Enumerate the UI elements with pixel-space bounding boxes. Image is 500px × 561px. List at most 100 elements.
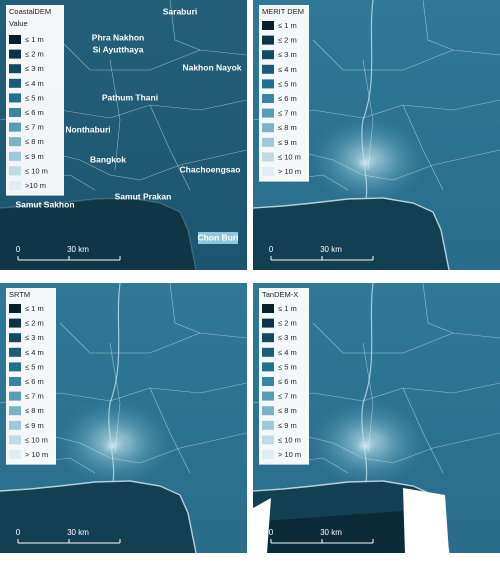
legend-label: > 10 m [25,450,48,459]
legend-label: ≤ 9 m [25,421,44,430]
province-border [402,387,444,474]
legend-label: ≤ 10 m [25,166,48,175]
nodata-white [403,488,449,553]
map-panel: SRTM ≤ 1 m ≤ 2 m ≤ 3 m ≤ 4 m ≤ 5 m ≤ 6 m ≤ 7 m ≤… [0,283,247,553]
legend-swatch [9,108,21,117]
legend-swatch [262,420,274,430]
urban-core [347,149,383,177]
scale-label: 0 [269,528,274,537]
legend-swatch [262,152,274,162]
legend-swatch [9,64,21,74]
legend-label: ≤ 5 m [25,93,44,102]
legend-swatch [262,318,274,328]
map-panel: MERIT DEM ≤ 1 m ≤ 2 m ≤ 3 m ≤ 4 m ≤ 5 m ≤ 6 m ≤… [253,0,500,270]
legend-swatch [262,167,274,176]
legend-swatch [262,137,274,147]
legend-swatch [9,391,21,401]
place-label: Samut Prakan [115,191,172,201]
legend-swatch [262,108,274,118]
sea [0,198,196,270]
legend-label: ≤ 7 m [278,109,297,118]
province-border [109,342,121,454]
legend-label: ≤ 3 m [25,333,44,342]
legend-swatch [262,21,274,30]
legend-label: ≤ 1 m [278,21,297,30]
scale-label: 30 km [67,245,89,254]
province-border [292,432,500,464]
label-bg [198,232,238,244]
urban-core [94,432,130,460]
legend-swatch [9,420,21,430]
legend-swatch [9,347,21,357]
legend-box [259,5,309,182]
province-border [59,322,201,354]
map-panel: CoastalDEM Value ≤ 1 m ≤ 2 m ≤ 3 m ≤ 4 m ≤ 5 m… [0,0,247,270]
legend-swatch [262,304,274,313]
legend-swatch [9,181,21,190]
legend-box [6,288,56,465]
legend-swatch [9,122,21,132]
legend-label: ≤ 3 m [25,64,44,73]
legend-swatch [9,406,21,416]
legend-swatch [9,377,21,386]
legend-label: >10 m [25,181,46,190]
province-border [59,39,201,71]
legend-label: ≤ 1 m [278,304,297,313]
place-label: Pathum Thani [102,92,158,102]
legend-swatch [262,406,274,416]
legend-title: SRTM [9,290,30,299]
legend-label: ≤ 9 m [278,138,297,147]
legend-label: ≤ 4 m [25,348,44,357]
legend-label: ≤ 9 m [278,421,297,430]
legend-subtitle: Value [9,19,28,28]
legend-label: ≤ 10 m [278,152,301,161]
legend-label: ≤ 7 m [278,392,297,401]
legend-swatch [9,151,21,161]
legend-label: ≤ 8 m [278,406,297,415]
legend-label: ≤ 5 m [278,362,297,371]
legend-label: ≤ 6 m [25,108,44,117]
legend-swatch [9,93,21,103]
legend-label: ≤ 5 m [278,79,297,88]
legend-title: TanDEM-X [262,290,298,299]
place-label: Samut Sakhon [15,199,74,209]
place-label: Si Ayutthaya [93,44,144,54]
coastline [253,197,450,270]
legend-swatch [262,391,274,401]
legend-label: ≤ 4 m [278,348,297,357]
province-border [169,283,247,339]
coastline [0,197,197,270]
province-border [149,387,191,474]
legend-label: ≤ 2 m [25,319,44,328]
river [108,283,121,489]
place-label: Nonthaburi [65,124,110,134]
legend-swatch [262,450,274,459]
legend-label: ≤ 3 m [278,50,297,59]
scale-label: 0 [16,528,21,537]
legend-label: ≤ 3 m [278,333,297,342]
legend-swatch [9,78,21,88]
province-border [362,342,374,454]
province-border [149,104,191,191]
legend-swatch [262,347,274,357]
legend-swatch [9,318,21,328]
legend-swatch [262,50,274,60]
legend-label: ≤ 7 m [25,392,44,401]
place-label: Bangkok [90,154,126,164]
place-label: Phra Nakhon [92,32,144,42]
province-border [312,39,454,71]
place-label: Chon Buri [197,232,238,242]
legend-label: ≤ 1 m [25,35,44,44]
legend-label: ≤ 8 m [278,123,297,132]
legend-label: ≤ 10 m [278,435,301,444]
legend-swatch [262,333,274,343]
map-panel: TanDEM-X ≤ 1 m ≤ 2 m ≤ 3 m ≤ 4 m ≤ 5 m ≤ 6 m ≤ … [253,283,500,553]
place-label: Saraburi [163,6,198,16]
legend-box [259,288,309,465]
legend-label: ≤ 1 m [25,304,44,313]
legend-swatch [262,435,274,445]
place-label: Chachoengsao [180,164,241,174]
province-border [402,104,444,191]
province-border [292,149,500,181]
legend-swatch [262,35,274,45]
